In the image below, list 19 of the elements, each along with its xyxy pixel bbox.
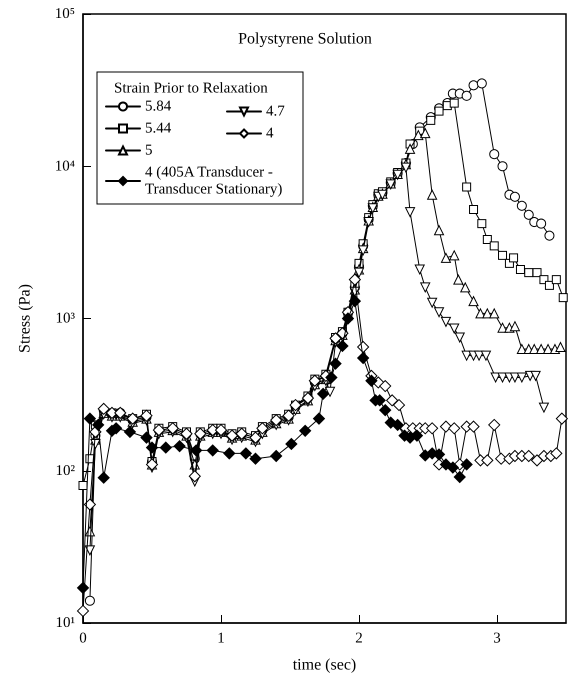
x-tick-label: 0 xyxy=(79,630,87,646)
x-axis-title: time (sec) xyxy=(292,656,356,674)
x-tick-label: 3 xyxy=(493,630,501,646)
legend-label: 5.44 xyxy=(145,120,172,136)
text: Polystyrene Solution xyxy=(238,30,372,48)
x-tick-label: 1 xyxy=(217,630,225,646)
y-tick-label: 10⁵ xyxy=(54,6,75,22)
legend-label: 5.84 xyxy=(145,98,172,114)
legend-label: 4 (405A Transducer - Transducer Stationary) xyxy=(145,164,282,198)
y-tick-label: 10² xyxy=(56,462,76,479)
legend-label: 4.7 xyxy=(266,104,286,120)
y-tick-label: 10⁴ xyxy=(54,158,75,174)
legend-title: Strain Prior to Relaxation xyxy=(114,80,268,96)
legend-label: 5 xyxy=(145,142,152,158)
y-tick-label: 10³ xyxy=(56,310,76,326)
y-tick-label: 10¹ xyxy=(56,615,75,631)
legend-label: 4 xyxy=(266,126,274,142)
x-tick-label: 2 xyxy=(355,630,363,646)
y-axis-title: Stress (Pa) xyxy=(16,284,34,353)
